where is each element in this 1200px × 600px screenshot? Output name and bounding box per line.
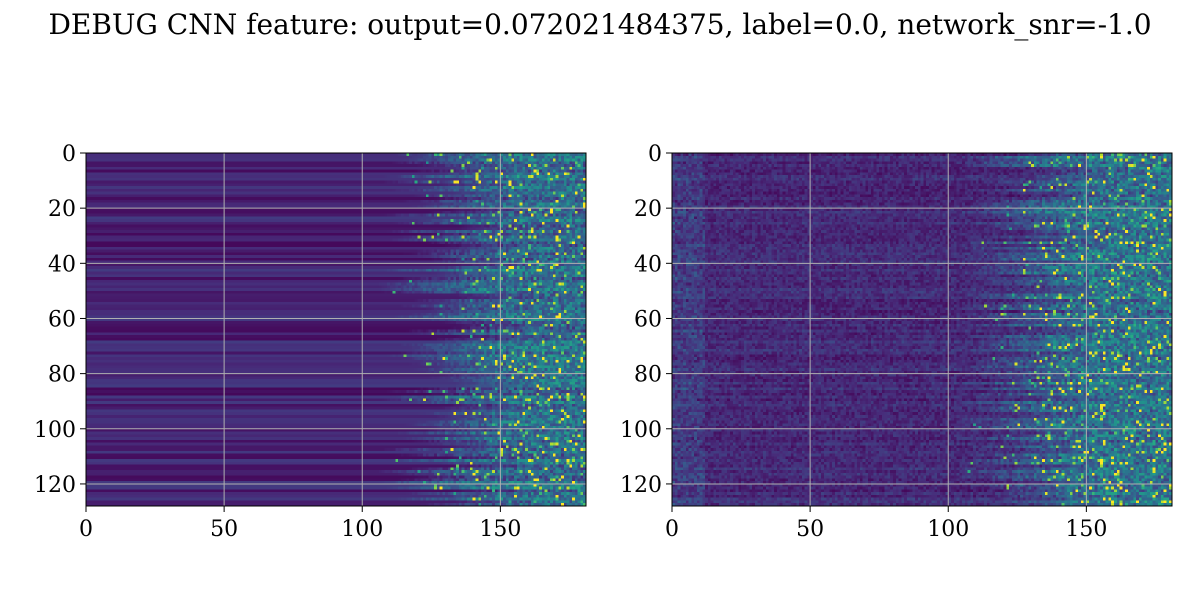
heatmap-left-y-tick-label: 20 bbox=[48, 197, 76, 222]
heatmap-right-y-axis: 0 20 40 60 80 100 120 bbox=[620, 142, 672, 498]
heatmap-right-y-tick-label: 60 bbox=[634, 307, 662, 332]
heatmap-left-y-tick-label: 0 bbox=[62, 142, 76, 167]
heatmap-left-y-tick-label: 60 bbox=[48, 307, 76, 332]
heatmap-left-y-tick-label: 40 bbox=[48, 252, 76, 277]
heatmap-left-x-tick-label: 0 bbox=[79, 517, 93, 542]
heatmap-right-cells bbox=[672, 153, 1172, 506]
heatmap-left-x-tick-label: 50 bbox=[210, 517, 238, 542]
heatmap-left-frame bbox=[85, 152, 587, 507]
heatmap-right-x-tick-label: 50 bbox=[796, 517, 824, 542]
heatmap-left-x-tick-label: 150 bbox=[479, 517, 521, 542]
heatmap-left-y-tick-label: 100 bbox=[34, 418, 76, 443]
heatmap-right-image-holder bbox=[672, 153, 1172, 506]
heatmap-right-x-tick-label: 0 bbox=[665, 517, 679, 542]
heatmap-left-x-axis: 0 50 100 150 bbox=[79, 506, 521, 542]
heatmap-left-y-tick-label: 120 bbox=[34, 473, 76, 498]
heatmap-left-y-axis: 0 20 40 60 80 100 120 bbox=[34, 142, 86, 498]
heatmap-right-x-tick-label: 150 bbox=[1065, 517, 1107, 542]
heatmap-left-image-holder bbox=[86, 153, 586, 506]
heatmap-right-y-tick-label: 80 bbox=[634, 363, 662, 388]
heatmap-left-x-tick-label: 100 bbox=[341, 517, 383, 542]
heatmap-panel-left: 0 50 100 150 0 20 40 60 80 100 120 bbox=[34, 142, 587, 542]
heatmap-right-y-tick-label: 40 bbox=[634, 252, 662, 277]
heatmap-left-cells bbox=[86, 153, 586, 506]
heatmap-right-y-tick-label: 20 bbox=[634, 197, 662, 222]
figure-title: DEBUG CNN feature: output=0.072021484375… bbox=[48, 8, 1151, 41]
heatmap-left-y-tick-label: 80 bbox=[48, 363, 76, 388]
heatmap-panel-right: 0 50 100 150 0 20 40 60 80 100 120 bbox=[620, 142, 1173, 542]
heatmap-right-x-axis: 0 50 100 150 bbox=[665, 506, 1107, 542]
heatmap-right-y-tick-label: 0 bbox=[648, 142, 662, 167]
heatmap-left-grid bbox=[85, 152, 586, 506]
heatmap-right-y-tick-label: 100 bbox=[620, 418, 662, 443]
heatmap-right-x-tick-label: 100 bbox=[927, 517, 969, 542]
heatmap-right-y-tick-label: 120 bbox=[620, 473, 662, 498]
heatmap-right-frame bbox=[671, 152, 1173, 507]
